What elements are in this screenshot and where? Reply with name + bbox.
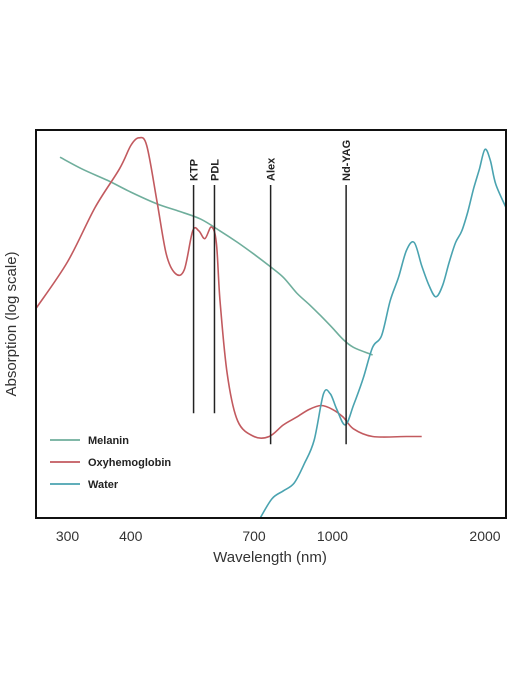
- laser-label-ktp: KTP: [189, 159, 201, 181]
- series-layer: [36, 136, 506, 518]
- legend: Melanin Oxyhemoglobin Water: [50, 435, 171, 491]
- series-line-oxyhemoglobin: [36, 136, 422, 440]
- series-line-melanin: [59, 156, 373, 356]
- x-tick-labels: 300 400 700 1000 2000: [56, 528, 501, 544]
- x-axis-title: Wavelength (nm): [213, 549, 327, 566]
- plot-frame: [35, 129, 507, 519]
- x-tick-label: 700: [242, 528, 266, 544]
- laser-label-nd-yag: Nd-YAG: [341, 140, 353, 181]
- legend-label-melanin: Melanin: [88, 435, 129, 447]
- laser-label-pdl: PDL: [210, 159, 222, 181]
- x-tick-label: 1000: [317, 528, 348, 544]
- x-tick-label: 400: [119, 528, 143, 544]
- legend-label-water: Water: [88, 479, 119, 491]
- series-line-water: [259, 148, 506, 518]
- x-tick-label: 2000: [469, 528, 500, 544]
- y-axis-title: Absorption (log scale): [3, 251, 20, 396]
- laser-markers: KTP PDL Alex Nd-YAG: [189, 140, 353, 445]
- legend-label-oxyhemoglobin: Oxyhemoglobin: [88, 457, 171, 469]
- laser-label-alex: Alex: [266, 157, 278, 181]
- x-tick-label: 300: [56, 528, 80, 544]
